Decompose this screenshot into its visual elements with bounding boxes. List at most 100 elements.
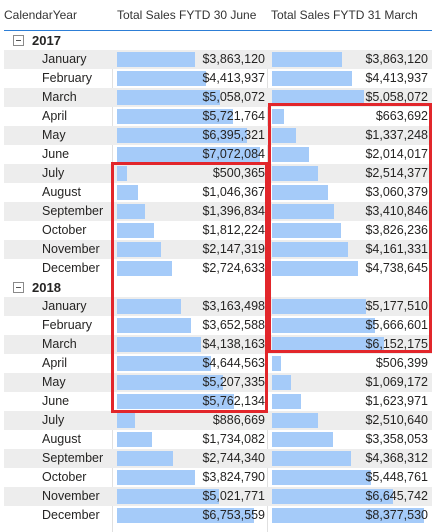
table-row[interactable]: July $500,365 $2,514,377 (4, 164, 432, 183)
table-row[interactable]: June $7,072,084 $2,014,017 (4, 145, 432, 164)
month-label: May (42, 128, 66, 142)
value-fytd-march: $4,368,312 (365, 451, 428, 465)
table-row[interactable]: May $6,395,321 $1,337,248 (4, 126, 432, 145)
month-label: July (42, 166, 65, 180)
value-fytd-june: $1,812,224 (202, 223, 265, 237)
table-row[interactable]: September $2,744,340 $4,368,312 (4, 449, 432, 468)
table-row[interactable]: August $1,046,367 $3,060,379 (4, 183, 432, 202)
table-row[interactable]: November $5,021,771 $6,645,742 (4, 487, 432, 506)
table-row[interactable]: May $5,207,335 $1,069,172 (4, 373, 432, 392)
table-row[interactable]: April $4,644,563 $506,399 (4, 354, 432, 373)
data-bar-fytd-march (272, 375, 291, 390)
table-row[interactable]: October $1,812,224 $3,826,236 (4, 221, 432, 240)
data-bar-fytd-march (272, 204, 334, 219)
data-bar-fytd-march (272, 128, 296, 143)
value-fytd-march: $3,826,236 (365, 223, 428, 237)
data-bar-fytd-march (272, 299, 366, 314)
data-bar-fytd-june (117, 356, 211, 371)
table-row[interactable]: December $6,753,559 $8,377,530 (4, 506, 432, 525)
value-fytd-march: $6,152,175 (365, 337, 428, 351)
value-fytd-june: $6,753,559 (202, 508, 265, 522)
month-label: December (42, 261, 100, 275)
value-fytd-march: $4,161,331 (365, 242, 428, 256)
data-bar-fytd-march (272, 489, 393, 504)
header-divider (4, 30, 432, 31)
value-fytd-june: $3,863,120 (202, 52, 265, 66)
data-bar-fytd-march (272, 356, 281, 371)
month-label: October (42, 470, 87, 484)
value-fytd-march: $3,863,120 (365, 52, 428, 66)
data-bar-fytd-june (117, 451, 173, 466)
data-bar-fytd-june (117, 90, 220, 105)
minus-square-icon[interactable] (13, 35, 24, 46)
value-fytd-march: $2,514,377 (365, 166, 428, 180)
data-bar-fytd-march (272, 147, 309, 162)
data-bar-fytd-june (117, 147, 260, 162)
data-bar-fytd-march (272, 71, 352, 86)
data-bar-fytd-june (117, 223, 154, 238)
value-fytd-march: $506,399 (375, 356, 428, 370)
column-header-fytd-march[interactable]: Total Sales FYTD 31 March (271, 8, 418, 22)
table-row[interactable]: November $2,147,319 $4,161,331 (4, 240, 432, 259)
value-fytd-june: $3,824,790 (202, 470, 265, 484)
value-fytd-june: $2,744,340 (202, 451, 265, 465)
value-fytd-march: $5,058,072 (365, 90, 428, 104)
table-row[interactable]: June $5,762,134 $1,623,971 (4, 392, 432, 411)
data-bar-fytd-june (117, 489, 219, 504)
value-fytd-june: $4,644,563 (202, 356, 265, 370)
table-row[interactable]: January $3,863,120 $3,863,120 (4, 50, 432, 69)
table-row[interactable]: October $3,824,790 $5,448,761 (4, 468, 432, 487)
group-row[interactable]: 2017 (4, 31, 432, 50)
value-fytd-march: $6,645,742 (365, 489, 428, 503)
table-row[interactable]: September $1,396,834 $3,410,846 (4, 202, 432, 221)
month-label: January (42, 299, 87, 313)
month-label: April (42, 356, 68, 370)
month-label: June (42, 147, 70, 161)
table-row[interactable]: March $4,138,163 $6,152,175 (4, 335, 432, 354)
table-row[interactable]: January $3,163,498 $5,177,510 (4, 297, 432, 316)
value-fytd-march: $3,410,846 (365, 204, 428, 218)
table-row[interactable]: August $1,734,082 $3,358,053 (4, 430, 432, 449)
data-bar-fytd-march (272, 90, 364, 105)
month-label: June (42, 394, 70, 408)
month-label: February (42, 71, 93, 85)
data-bar-fytd-june (117, 299, 181, 314)
table-row[interactable]: April $5,721,764 $663,692 (4, 107, 432, 126)
data-bar-fytd-march (272, 451, 351, 466)
month-label: November (42, 489, 100, 503)
data-bar-fytd-march (272, 318, 375, 333)
column-header-calendar-year[interactable]: CalendarYear (4, 8, 77, 22)
table-row[interactable]: December $2,724,633 $4,738,645 (4, 259, 432, 278)
minus-square-icon[interactable] (13, 282, 24, 293)
data-bar-fytd-june (117, 432, 152, 447)
data-bar-fytd-june (117, 508, 254, 523)
data-bar-fytd-june (117, 71, 206, 86)
table-row[interactable]: March $5,058,072 $5,058,072 (4, 88, 432, 107)
month-label: August (42, 432, 81, 446)
value-fytd-march: $1,069,172 (365, 375, 428, 389)
table-row[interactable]: February $4,413,937 $4,413,937 (4, 69, 432, 88)
table-row[interactable]: July $886,669 $2,510,640 (4, 411, 432, 430)
data-bar-fytd-june (117, 166, 127, 181)
value-fytd-june: $2,147,319 (202, 242, 265, 256)
data-bar-fytd-june (117, 318, 191, 333)
month-label: October (42, 223, 87, 237)
month-label: January (42, 52, 87, 66)
value-fytd-june: $5,058,072 (202, 90, 265, 104)
value-fytd-june: $5,021,771 (202, 489, 265, 503)
month-label: February (42, 318, 93, 332)
value-fytd-june: $1,396,834 (202, 204, 265, 218)
data-bar-fytd-june (117, 204, 145, 219)
data-bar-fytd-march (272, 432, 333, 447)
value-fytd-june: $4,413,937 (202, 71, 265, 85)
data-bar-fytd-june (117, 375, 223, 390)
data-bar-fytd-june (117, 413, 135, 428)
table-row[interactable]: February $3,652,588 $5,666,601 (4, 316, 432, 335)
group-row[interactable]: 2018 (4, 278, 432, 297)
data-bar-fytd-march (272, 470, 371, 485)
value-fytd-june: $6,395,321 (202, 128, 265, 142)
value-fytd-june: $7,072,084 (202, 147, 265, 161)
data-bar-fytd-june (117, 128, 247, 143)
value-fytd-june: $4,138,163 (202, 337, 265, 351)
column-header-fytd-june[interactable]: Total Sales FYTD 30 June (117, 8, 257, 22)
